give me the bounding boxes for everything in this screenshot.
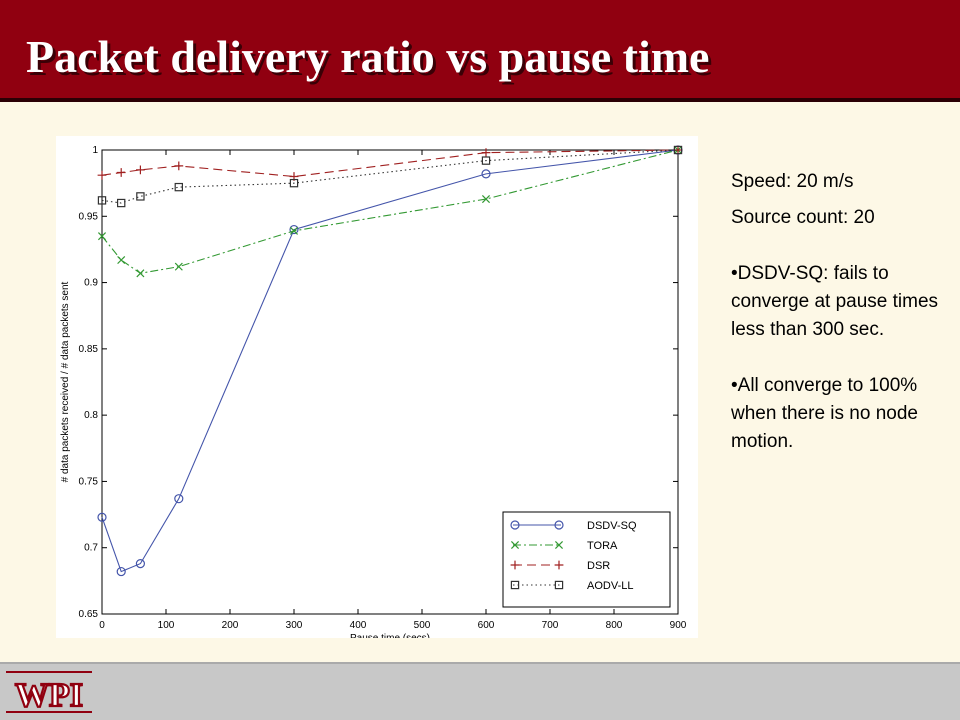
data-point-dsr <box>116 168 126 177</box>
slide-title: Packet delivery ratio vs pause time <box>26 31 710 82</box>
chart-panel: 0 100 200 300 400 500 600 700 800 900 0.65 0.7 0.75 0… <box>56 136 698 644</box>
data-point-tora <box>117 256 126 265</box>
x-tick-label: 800 <box>606 620 623 631</box>
legend-marker-tora <box>510 540 520 550</box>
x-tick-label: 200 <box>222 620 239 631</box>
x-axis-label: Pause time (secs) <box>350 633 430 638</box>
y-tick-label: 0.95 <box>79 211 99 222</box>
data-point-tora <box>136 269 145 278</box>
data-point-dsdv-sq <box>116 566 126 577</box>
legend-marker-dsdv-sq <box>510 520 520 530</box>
plot-frame <box>101 149 679 615</box>
data-point-aodv-ll <box>136 192 145 201</box>
speed-note: Speed: 20 m/s <box>731 171 854 192</box>
legend-label-dsr: DSR <box>587 560 610 572</box>
y-axis-label: # data packets received / # data packets… <box>60 281 71 482</box>
title-bar: Packet delivery ratio vs pause time <box>0 0 960 102</box>
data-point-dsdv-sq <box>289 224 299 235</box>
data-point-dsr <box>174 161 184 171</box>
data-point-aodv-ll <box>289 178 299 188</box>
x-tick-label: 0 <box>99 620 105 631</box>
legend-marker-dsdv-sq <box>554 520 564 530</box>
data-point-dsr <box>481 148 491 158</box>
source-count-note: Source count: 20 <box>731 207 875 228</box>
y-tick-label: 0.65 <box>79 609 99 620</box>
legend-marker-aodv-ll <box>554 580 564 590</box>
data-point-aodv-ll <box>116 198 126 208</box>
x-tick-label: 600 <box>478 620 495 631</box>
legend-box <box>502 511 671 608</box>
svg-text:WPI: WPI <box>15 677 83 714</box>
y-tick-label: 0.8 <box>84 410 98 421</box>
legend-label-dsdv-sq: DSDV-SQ <box>587 520 637 532</box>
series-tora <box>97 145 683 278</box>
legend-label-aodv-ll: AODV-LL <box>587 580 633 592</box>
y-tick-label: 0.85 <box>79 344 99 355</box>
legend-label-tora: TORA <box>587 540 618 552</box>
converge-bullet: •All converge to 100% when there is no n… <box>731 375 918 452</box>
data-point-dsdv-sq <box>97 512 107 522</box>
y-tick-label: 0.75 <box>79 476 99 487</box>
series-aodv-ll <box>97 145 683 208</box>
legend-marker-tora <box>554 540 564 550</box>
x-tick-label: 100 <box>158 620 175 631</box>
series-dsr <box>97 145 683 181</box>
y-tick-label: 0.7 <box>84 543 98 554</box>
y-tick-label: 0.9 <box>84 278 98 289</box>
data-point-tora <box>481 195 491 204</box>
data-point-dsdv-sq <box>135 559 146 569</box>
x-tick-label: 700 <box>542 620 559 631</box>
data-point-dsr <box>136 165 145 175</box>
x-tick-label: 400 <box>350 620 367 631</box>
footer-bar <box>0 662 960 720</box>
data-point-aodv-ll <box>97 196 107 205</box>
data-point-aodv-ll <box>174 182 183 192</box>
series-line-tora <box>101 149 679 274</box>
line-chart: 0 100 200 300 400 500 600 700 800 900 0.65 0.7 0.75 0… <box>60 145 687 644</box>
legend-marker-dsr <box>510 560 520 570</box>
data-point-tora <box>97 232 107 241</box>
y-tick-label: 1 <box>92 145 98 156</box>
series-line-aodv-ll <box>101 149 679 204</box>
series-line-dsdv-sq <box>101 149 679 573</box>
data-point-aodv-ll <box>673 145 683 155</box>
data-point-dsdv-sq <box>174 494 184 504</box>
data-point-tora <box>174 262 183 271</box>
legend-marker-dsr <box>554 560 564 570</box>
data-point-tora <box>289 226 299 235</box>
x-tick-label: 500 <box>414 620 431 631</box>
data-point-aodv-ll <box>481 156 491 165</box>
x-tick-label: 300 <box>286 620 303 631</box>
data-point-dsdv-sq <box>481 169 491 179</box>
notes-panel: Speed: 20 m/s Source count: 20 •DSDV-SQ:… <box>731 168 946 456</box>
series-dsdv-sq <box>97 145 683 577</box>
x-tick-label: 900 <box>670 620 687 631</box>
dsdv-bullet: •DSDV-SQ: fails to converge at pause tim… <box>731 263 939 340</box>
data-point-dsr <box>97 170 107 180</box>
legend-marker-aodv-ll <box>510 580 520 590</box>
wpi-logo: WPI <box>6 671 92 715</box>
